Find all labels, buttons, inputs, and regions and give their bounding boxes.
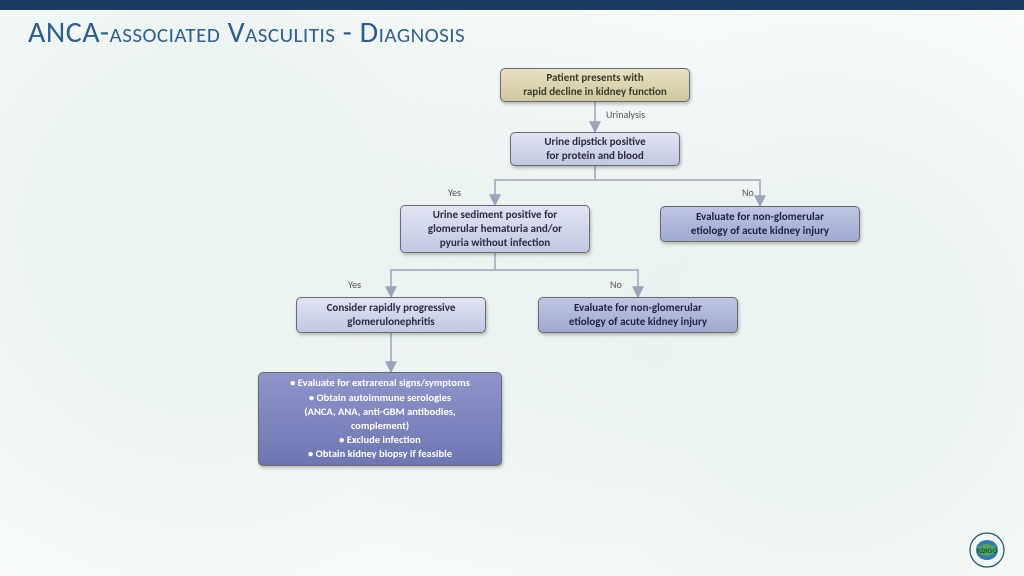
edge-label-n3-n6: No (610, 278, 622, 291)
slide-title: ANCA-associated Vasculitis - Diagnosis (28, 14, 465, 51)
flow-edge-n2-n3 (495, 166, 595, 205)
flow-node-n7: • Evaluate for extrarenal signs/symptoms… (258, 372, 502, 466)
kdigo-logo: KDIGO (960, 530, 1014, 570)
edge-label-n2-n3: Yes (448, 186, 461, 199)
flow-edge-n2-n4 (595, 166, 760, 206)
flowchart: Patient presents withrapid decline in ki… (0, 60, 1024, 560)
flow-node-n3: Urine sediment positive forglomerular he… (400, 205, 590, 253)
flow-node-n1: Patient presents withrapid decline in ki… (500, 68, 690, 102)
flow-node-n5: Consider rapidly progressiveglomerulonep… (296, 297, 486, 333)
edge-label-n1-n2: Urinalysis (606, 108, 645, 121)
flow-node-n6: Evaluate for non-glomerularetiology of a… (538, 297, 738, 333)
flow-node-n2: Urine dipstick positivefor protein and b… (510, 132, 680, 166)
slide-root: ANCA-associated Vasculitis - Diagnosis P… (0, 0, 1024, 576)
edge-label-n2-n4: No (742, 186, 754, 199)
edge-label-n3-n5: Yes (348, 278, 361, 291)
logo-text: KDIGO (977, 548, 997, 555)
flow-edge-n3-n5 (391, 253, 495, 297)
flow-node-n4: Evaluate for non-glomerularetiology of a… (660, 206, 860, 242)
top-bar (0, 0, 1024, 10)
